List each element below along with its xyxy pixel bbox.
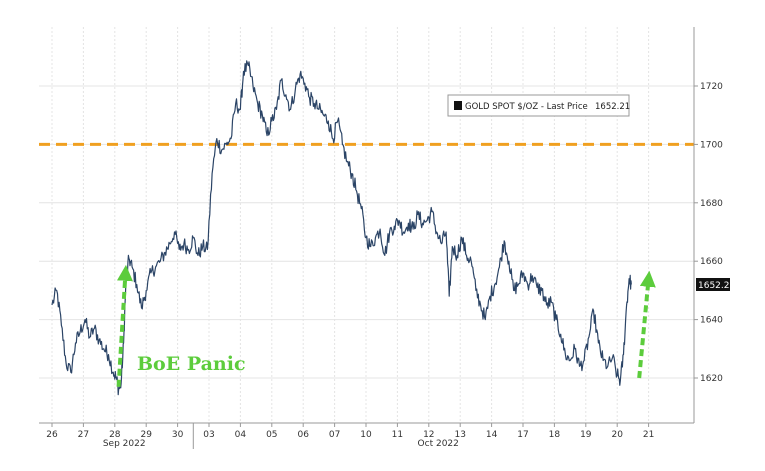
y-tick-label: 1620 (700, 374, 723, 384)
x-tick-label: 06 (297, 430, 309, 440)
x-axis: 26 27 28 29 30 03 04 05 06 07 10 11 12 13 14 17 18 19 20 21… (46, 423, 654, 449)
legend-box (447, 94, 630, 117)
y-tick-label: 1680 (700, 199, 723, 209)
x-tick-label: 27 (78, 430, 89, 440)
x-tick-label: 20 (611, 430, 623, 440)
x-tick-label: 07 (329, 430, 340, 440)
month-label-sep: Sep 2022 (103, 439, 146, 449)
x-tick-label: 14 (486, 430, 498, 440)
legend-swatch (454, 101, 462, 110)
y-axis: 1620 1640 1660 1680 1700 1720 (694, 82, 723, 384)
x-tick-label: 30 (172, 430, 184, 440)
x-tick-label: 26 (46, 430, 58, 440)
x-tick-label: 05 (266, 430, 277, 440)
y-tick-label: 1700 (700, 140, 723, 150)
legend-last-value: 1652.21 (595, 102, 630, 112)
series-group (51, 60, 632, 396)
x-tick-label: 04 (235, 430, 247, 440)
x-tick-label: 03 (203, 430, 214, 440)
x-tick-label: 17 (517, 430, 528, 440)
legend-series-name: GOLD SPOT $/OZ - Last Price (465, 102, 588, 112)
x-tick-label: 19 (580, 430, 592, 440)
y-tick-label: 1640 (700, 316, 723, 326)
x-tick-label: 13 (454, 430, 465, 440)
legend: GOLD SPOT $/OZ - Last Price 1652.21 (447, 94, 630, 117)
x-tick-label: 21 (643, 430, 654, 440)
x-tick-label: 28 (109, 430, 121, 440)
x-tick-label: 18 (549, 430, 561, 440)
month-label-oct: Oct 2022 (418, 439, 459, 449)
y-tick-label: 1660 (700, 257, 723, 267)
annotation-boe-panic: BoE Panic (137, 353, 246, 375)
annotation-arrows (116, 264, 656, 387)
up-arrow (637, 270, 656, 379)
x-tick-label: 11 (392, 430, 403, 440)
x-tick-label: 12 (423, 430, 434, 440)
x-tick-label: 29 (140, 430, 152, 440)
price-series-line-0 (51, 60, 632, 396)
last-price-label: 1652.21 (698, 281, 735, 291)
y-tick-label: 1720 (700, 82, 723, 92)
last-price-marker: 1652.21 (696, 278, 735, 291)
chart-grid (39, 27, 694, 423)
up-arrow (116, 264, 133, 387)
last-price-box (696, 278, 730, 291)
x-tick-label: 10 (360, 430, 372, 440)
